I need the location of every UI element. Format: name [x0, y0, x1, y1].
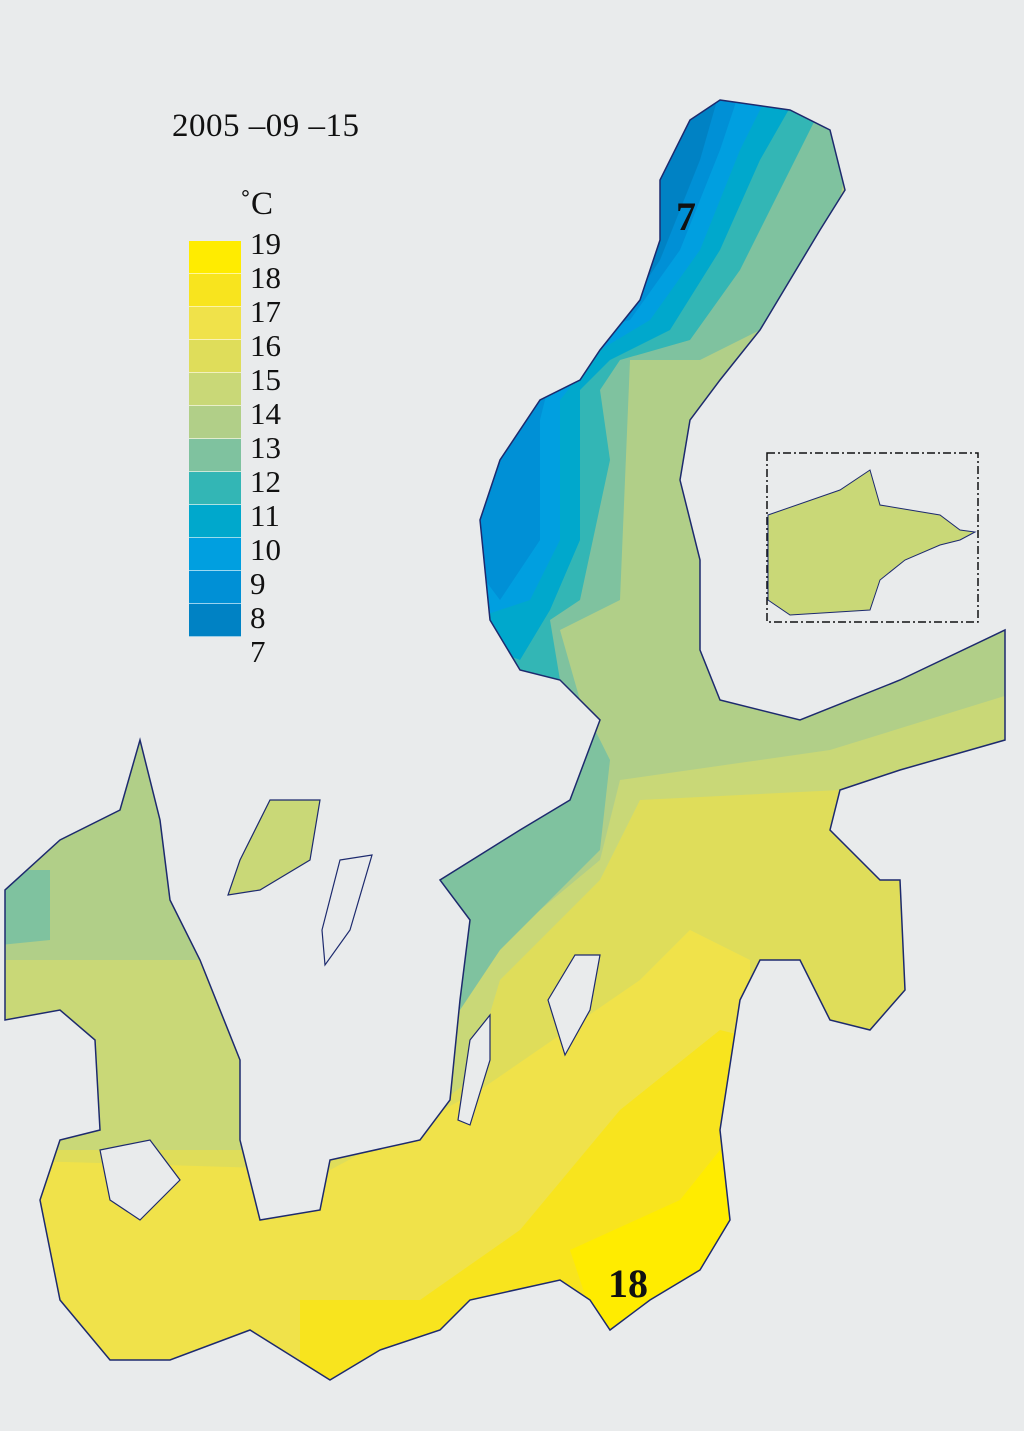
zone-10: [470, 100, 770, 620]
legend-swatch-19: [189, 241, 241, 274]
legend-tick: 18: [250, 260, 281, 295]
legend-swatch-12: [189, 472, 241, 505]
legend-tick: 11: [250, 498, 280, 533]
island-zealand: [99, 1139, 181, 1221]
legend-swatch-17: [189, 307, 241, 340]
inset-frame: [766, 452, 979, 623]
legend-swatch-15: [189, 373, 241, 406]
legend-tick: 17: [250, 294, 281, 329]
inset-map: [766, 452, 979, 623]
legend-tick: 14: [250, 396, 281, 431]
zone-13-kattegat: [5, 870, 50, 945]
legend-tick: 13: [250, 430, 281, 465]
legend-swatch-11: [189, 505, 241, 538]
legend-tick: 9: [250, 566, 266, 601]
island-gotland: [547, 954, 601, 1057]
color-legend: [189, 241, 241, 637]
legend-swatch-8: [189, 604, 241, 637]
legend-tick: 16: [250, 328, 281, 363]
min-temp-label: 7: [676, 194, 696, 239]
legend-tick: 15: [250, 362, 281, 397]
inset-gulf: [767, 469, 977, 616]
legend-swatch-18: [189, 274, 241, 307]
legend-swatch-13: [189, 439, 241, 472]
lake-vattern: [321, 854, 373, 967]
legend-tick: 10: [250, 532, 281, 567]
legend-swatch-9: [189, 571, 241, 604]
legend-swatch-10: [189, 538, 241, 571]
max-temp-label: 18: [608, 1261, 648, 1306]
legend-tick: 19: [250, 226, 281, 261]
legend-swatch-14: [189, 406, 241, 439]
legend-tick: 12: [250, 464, 281, 499]
legend-unit: ˚C: [240, 186, 273, 222]
legend-swatch-16: [189, 340, 241, 373]
legend-tick: 8: [250, 600, 266, 635]
legend-tick: 7: [250, 634, 266, 669]
island-oland: [457, 1013, 491, 1126]
lake-vanern: [227, 799, 321, 896]
zone-13: [430, 100, 860, 1010]
map-date: 2005 –09 –15: [172, 108, 360, 144]
